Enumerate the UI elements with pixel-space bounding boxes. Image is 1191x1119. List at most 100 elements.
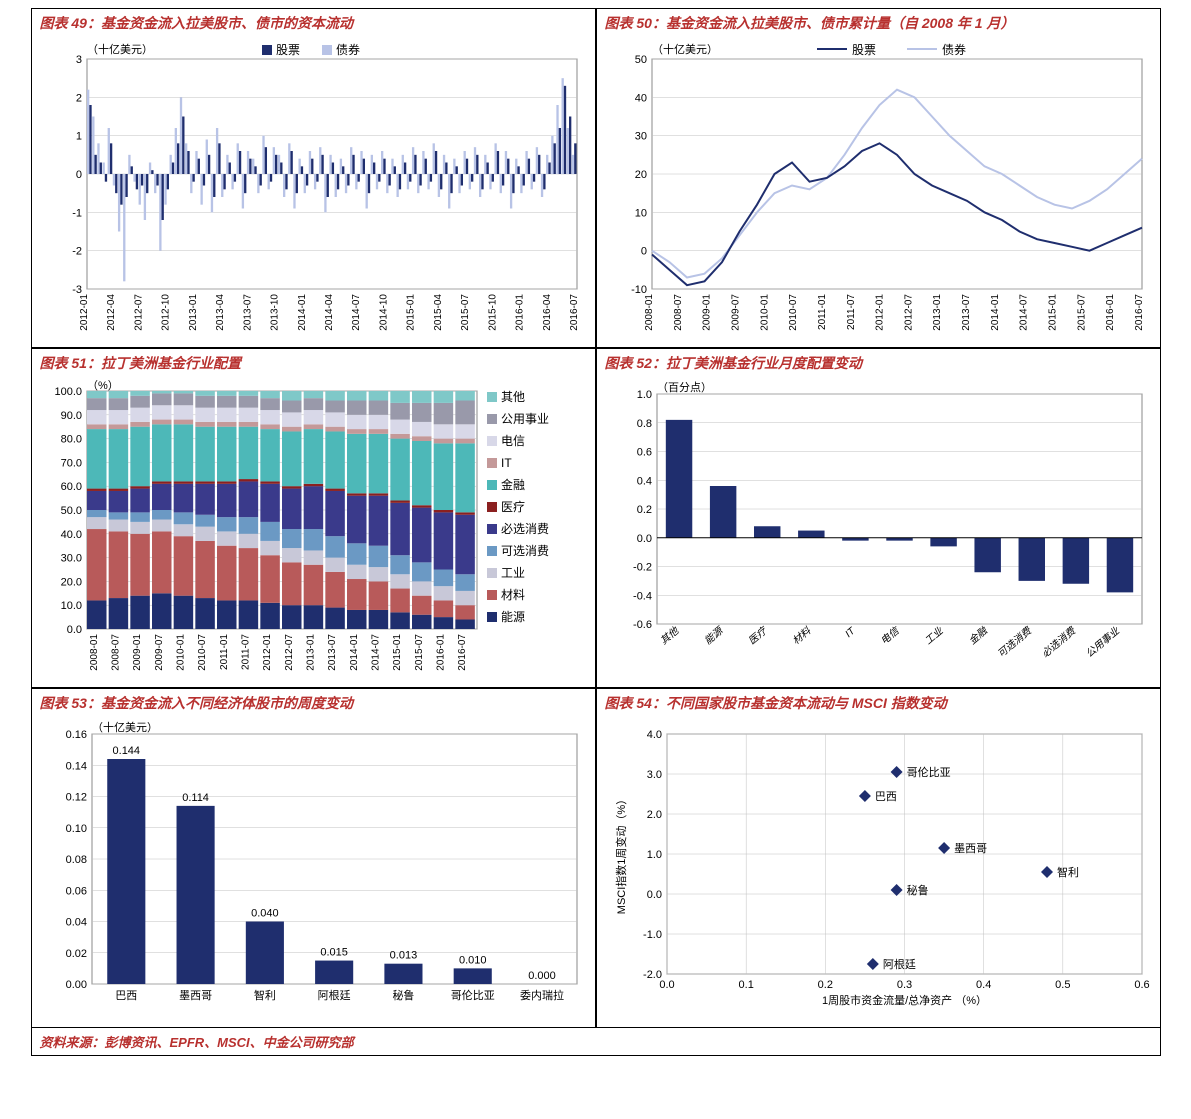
svg-text:2.0: 2.0 bbox=[646, 809, 661, 821]
svg-text:2014-01: 2014-01 bbox=[989, 294, 1000, 331]
svg-text:0: 0 bbox=[75, 169, 81, 181]
svg-text:股票: 股票 bbox=[852, 43, 876, 57]
svg-text:20: 20 bbox=[634, 169, 646, 181]
svg-text:0.04: 0.04 bbox=[65, 917, 86, 929]
svg-text:2015-01: 2015-01 bbox=[1047, 294, 1058, 331]
svg-text:2015-07: 2015-07 bbox=[460, 294, 471, 331]
svg-text:-0.6: -0.6 bbox=[633, 619, 652, 631]
svg-text:2015-07: 2015-07 bbox=[1076, 294, 1087, 331]
svg-text:0.013: 0.013 bbox=[389, 950, 417, 962]
svg-text:50.0: 50.0 bbox=[60, 505, 81, 517]
svg-text:哥伦比亚: 哥伦比亚 bbox=[906, 765, 950, 779]
svg-text:0.040: 0.040 bbox=[251, 908, 279, 920]
svg-text:巴西: 巴西 bbox=[115, 990, 137, 1002]
svg-text:70.0: 70.0 bbox=[60, 457, 81, 469]
svg-text:2013-01: 2013-01 bbox=[187, 294, 198, 331]
svg-text:（%）: （%） bbox=[87, 379, 119, 392]
svg-text:工业: 工业 bbox=[501, 566, 525, 580]
svg-text:2015-04: 2015-04 bbox=[432, 294, 443, 331]
svg-text:IT: IT bbox=[501, 456, 512, 470]
svg-text:-2: -2 bbox=[72, 246, 82, 258]
chart-49-title: 图表 49：基金资金流入拉美股市、债市的资本流动 bbox=[32, 9, 595, 33]
svg-text:10: 10 bbox=[634, 207, 646, 219]
svg-text:3.0: 3.0 bbox=[646, 769, 661, 781]
svg-text:40.0: 40.0 bbox=[60, 529, 81, 541]
svg-text:0: 0 bbox=[640, 246, 646, 258]
svg-text:0.3: 0.3 bbox=[896, 979, 911, 991]
svg-text:（十亿美元）: （十亿美元） bbox=[92, 720, 158, 734]
svg-text:0.5: 0.5 bbox=[1055, 979, 1070, 991]
svg-text:公用事业: 公用事业 bbox=[1083, 624, 1122, 660]
svg-text:2015-01: 2015-01 bbox=[405, 294, 416, 331]
svg-text:-0.2: -0.2 bbox=[633, 562, 652, 574]
svg-text:2012-04: 2012-04 bbox=[106, 294, 117, 331]
svg-text:2011-07: 2011-07 bbox=[845, 294, 856, 330]
svg-text:2009-07: 2009-07 bbox=[153, 634, 164, 671]
svg-text:2009-01: 2009-01 bbox=[132, 634, 143, 671]
svg-text:0.14: 0.14 bbox=[65, 760, 86, 772]
svg-text:秘鲁: 秘鲁 bbox=[392, 988, 414, 1002]
svg-text:阿根廷: 阿根廷 bbox=[882, 957, 915, 971]
svg-text:2016-04: 2016-04 bbox=[541, 294, 552, 331]
svg-text:MSCI指数1周变动（%）: MSCI指数1周变动（%） bbox=[614, 794, 628, 914]
chart-54-panel: 图表 54：不同国家股市基金资本流动与 MSCI 指数变动 -2.0-1.00.… bbox=[596, 688, 1161, 1028]
svg-text:其他: 其他 bbox=[657, 624, 681, 647]
svg-text:能源: 能源 bbox=[501, 610, 525, 624]
svg-text:2008-01: 2008-01 bbox=[644, 294, 655, 331]
svg-text:2012-07: 2012-07 bbox=[283, 634, 294, 671]
svg-text:金融: 金融 bbox=[966, 624, 990, 647]
svg-text:秘鲁: 秘鲁 bbox=[906, 883, 928, 897]
svg-text:2016-01: 2016-01 bbox=[1105, 294, 1116, 331]
svg-text:2013-01: 2013-01 bbox=[305, 634, 316, 671]
svg-text:巴西: 巴西 bbox=[874, 791, 896, 803]
svg-text:阿根廷: 阿根廷 bbox=[317, 988, 350, 1002]
svg-text:1.0: 1.0 bbox=[646, 849, 661, 861]
svg-text:委内瑞拉: 委内瑞拉 bbox=[520, 988, 564, 1002]
svg-text:电信: 电信 bbox=[501, 434, 525, 448]
svg-text:2009-07: 2009-07 bbox=[730, 294, 741, 331]
svg-text:0.0: 0.0 bbox=[66, 624, 81, 636]
svg-text:0.0: 0.0 bbox=[659, 979, 674, 991]
svg-text:2012-01: 2012-01 bbox=[262, 634, 273, 671]
svg-text:债券: 债券 bbox=[336, 42, 360, 57]
svg-text:2014-07: 2014-07 bbox=[1018, 294, 1029, 331]
chart-53-panel: 图表 53：基金资金流入不同经济体股市的周度变动 0.000.020.040.0… bbox=[31, 688, 596, 1028]
svg-text:0.015: 0.015 bbox=[320, 947, 348, 959]
svg-text:0.06: 0.06 bbox=[65, 885, 86, 897]
svg-text:0.114: 0.114 bbox=[182, 792, 209, 804]
svg-text:2015-07: 2015-07 bbox=[413, 634, 424, 671]
svg-text:4.0: 4.0 bbox=[646, 729, 661, 741]
svg-text:90.0: 90.0 bbox=[60, 410, 81, 422]
svg-text:2016-07: 2016-07 bbox=[1134, 294, 1145, 331]
svg-text:0.2: 0.2 bbox=[817, 979, 832, 991]
svg-text:20.0: 20.0 bbox=[60, 576, 81, 588]
source-footer: 资料来源：彭博资讯、EPFR、MSCI、中金公司研究部 bbox=[31, 1028, 1161, 1056]
svg-text:10.0: 10.0 bbox=[60, 600, 81, 612]
svg-text:智利: 智利 bbox=[1057, 865, 1079, 879]
svg-text:0.08: 0.08 bbox=[65, 854, 86, 866]
svg-text:2014-07: 2014-07 bbox=[370, 634, 381, 671]
svg-text:2008-01: 2008-01 bbox=[88, 634, 99, 671]
svg-text:2013-07: 2013-07 bbox=[961, 294, 972, 331]
svg-text:2010-01: 2010-01 bbox=[759, 294, 770, 331]
chart-53-svg: 0.000.020.040.060.080.100.120.140.16（十亿美… bbox=[32, 719, 592, 1024]
svg-text:哥伦比亚: 哥伦比亚 bbox=[450, 988, 494, 1002]
chart-52-panel: 图表 52：拉丁美洲基金行业月度配置变动 -0.6-0.4-0.20.00.20… bbox=[596, 348, 1161, 688]
svg-text:0.8: 0.8 bbox=[636, 418, 651, 430]
svg-text:2013-10: 2013-10 bbox=[269, 294, 280, 331]
svg-text:墨西哥: 墨西哥 bbox=[179, 989, 212, 1002]
svg-text:其他: 其他 bbox=[501, 390, 525, 404]
svg-text:-0.4: -0.4 bbox=[633, 590, 652, 602]
svg-text:2012-07: 2012-07 bbox=[133, 294, 144, 331]
svg-text:0.16: 0.16 bbox=[65, 729, 86, 741]
svg-text:0.00: 0.00 bbox=[65, 979, 86, 991]
svg-text:0.000: 0.000 bbox=[528, 970, 556, 982]
svg-text:（百分点）: （百分点） bbox=[657, 381, 712, 394]
chart-51-title: 图表 51：拉丁美洲基金行业配置 bbox=[32, 349, 595, 373]
chart-51-panel: 图表 51：拉丁美洲基金行业配置 0.010.020.030.040.050.0… bbox=[31, 348, 596, 688]
svg-text:墨西哥: 墨西哥 bbox=[954, 842, 987, 855]
svg-text:0.10: 0.10 bbox=[65, 823, 86, 835]
svg-text:材料: 材料 bbox=[501, 588, 525, 602]
svg-text:0.0: 0.0 bbox=[636, 533, 651, 545]
svg-text:2015-10: 2015-10 bbox=[487, 294, 498, 331]
